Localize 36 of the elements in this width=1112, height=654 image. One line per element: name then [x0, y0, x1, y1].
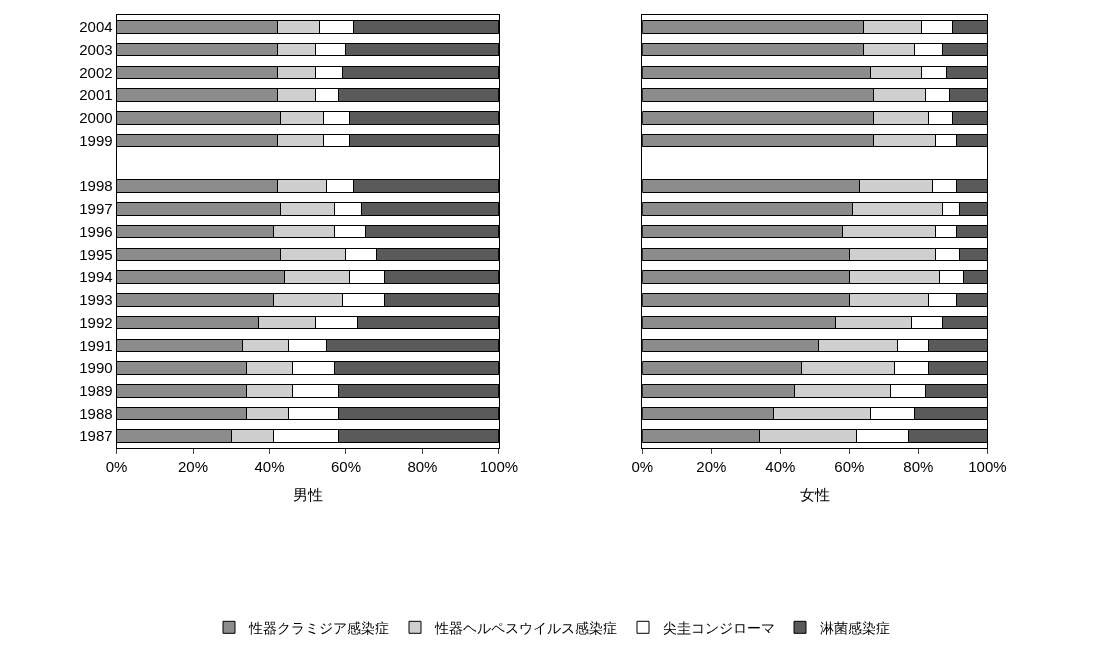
y-tick-label: 1993: [79, 291, 113, 309]
x-tick-label: 100%: [479, 457, 519, 475]
x-tick-label: 100%: [968, 457, 1007, 475]
x-axis-title: 女性: [799, 485, 830, 503]
legend-label: 性器クラミジア感染症: [248, 619, 389, 636]
y-tick-label: 1995: [79, 245, 113, 263]
x-tick-label: 60%: [834, 457, 865, 475]
y-tick-label: 1987: [79, 427, 113, 445]
y-tick-label: 1997: [79, 200, 113, 218]
legend-label: 尖圭コンジローマ: [663, 619, 775, 636]
legend-label: 性器ヘルペスウイルス感染症: [434, 619, 617, 636]
y-tick-label: 2000: [79, 109, 113, 127]
y-tick-label: 1991: [79, 336, 113, 354]
y-tick-label: 2001: [79, 86, 113, 104]
y-tick-label: 1988: [79, 404, 113, 422]
x-tick-label: 80%: [407, 457, 438, 475]
x-tick-label: 0%: [105, 457, 128, 475]
x-tick-label: 80%: [903, 457, 934, 475]
y-tick-label: 1999: [79, 131, 113, 149]
y-tick-label: 1998: [79, 177, 113, 195]
y-tick-label: 1996: [79, 222, 113, 240]
y-tick-label: 1992: [79, 313, 113, 331]
y-tick-label: 1990: [79, 359, 113, 377]
x-tick-label: 60%: [330, 457, 361, 475]
legend-label: 淋菌感染症: [820, 619, 890, 636]
x-tick-label: 0%: [631, 457, 654, 475]
x-tick-label: 40%: [765, 457, 796, 475]
x-tick-label: 40%: [254, 457, 285, 475]
x-tick-label: 20%: [696, 457, 727, 475]
y-tick-label: 2003: [79, 40, 113, 58]
y-tick-label: 1989: [79, 381, 113, 399]
x-tick-label: 20%: [178, 457, 209, 475]
x-axis-title: 男性: [292, 485, 323, 503]
y-tick-label: 2004: [79, 18, 113, 36]
y-tick-label: 2002: [79, 63, 113, 81]
y-tick-label: 1994: [79, 268, 113, 286]
